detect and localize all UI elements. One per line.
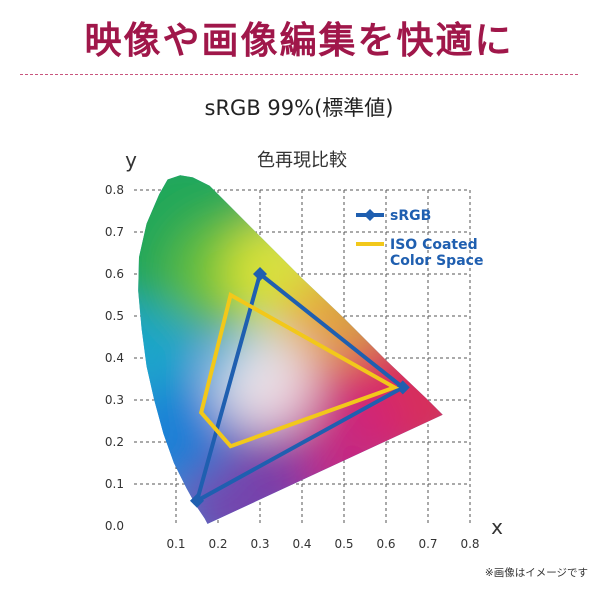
- y-tick-label: 0.6: [105, 267, 124, 281]
- y-tick-label: 0.2: [105, 435, 124, 449]
- page-headline: 映像や画像編集を快適に: [84, 19, 514, 62]
- y-tick-label: 0.5: [105, 309, 124, 323]
- y-tick-label: 0.3: [105, 393, 124, 407]
- legend-srgb-label: sRGB: [390, 208, 431, 224]
- color-gamut-horseshoe: [138, 175, 443, 524]
- y-axis-label: y: [125, 148, 137, 172]
- y-tick-label: 0.0: [105, 519, 124, 533]
- chart-title: 色再現比較: [257, 150, 347, 171]
- title-divider: [20, 74, 578, 75]
- page-subtitle: sRGB 99%(標準値): [204, 96, 394, 120]
- x-tick-label: 0.8: [460, 537, 479, 551]
- legend-iso-label: Color Space: [390, 253, 483, 269]
- x-tick-label: 0.1: [166, 537, 185, 551]
- y-tick-label: 0.1: [105, 477, 124, 491]
- y-tick-label: 0.4: [105, 351, 124, 365]
- legend-iso-label: ISO Coated: [390, 237, 478, 253]
- gamut-triangles: [190, 267, 410, 508]
- image-disclaimer-note: ※画像はイメージです: [484, 567, 588, 579]
- x-tick-label: 0.2: [208, 537, 227, 551]
- series-outline-srgb: [193, 270, 407, 505]
- srgb-vertex-marker: [253, 267, 267, 281]
- gamut-color-blend: [138, 175, 443, 524]
- srgb-vertex-marker: [395, 380, 410, 395]
- x-tick-label: 0.7: [418, 537, 437, 551]
- x-tick-label: 0.3: [250, 537, 269, 551]
- x-tick-label: 0.6: [376, 537, 395, 551]
- gamut-color-blob: [214, 333, 315, 434]
- axes: 0.1 0.2 0.3 0.4 0.5 0.6 0.7 0.8 0.0 0.1 0.2 0.3 0.4 0…: [105, 183, 480, 551]
- legend-srgb-marker: [364, 209, 376, 221]
- y-tick-label: 0.7: [105, 225, 124, 239]
- x-tick-label: 0.5: [334, 537, 353, 551]
- y-tick-label: 0.8: [105, 183, 124, 197]
- srgb-vertex-marker: [190, 493, 204, 508]
- x-axis-label: x: [491, 515, 503, 539]
- series-outline-iso-coated: [199, 291, 400, 449]
- x-tick-label: 0.4: [292, 537, 311, 551]
- gamut-color-blob: [138, 304, 192, 395]
